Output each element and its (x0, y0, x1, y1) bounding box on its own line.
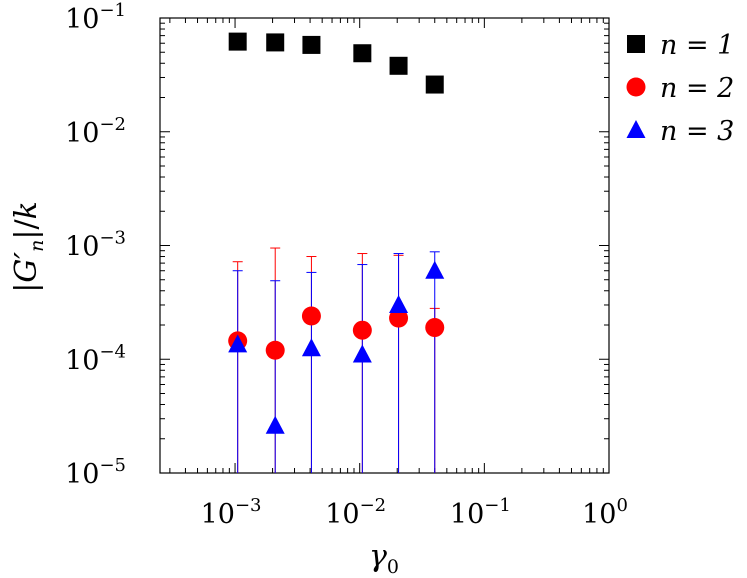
data-point-series-1 (425, 75, 444, 94)
data-point-series-3 (265, 415, 285, 434)
data-point-series-3 (389, 294, 409, 313)
data-point-series-1 (266, 33, 285, 52)
data-point-series-2 (265, 340, 285, 360)
x-tick-label: 10−1 (450, 495, 511, 530)
legend-marker-1 (627, 35, 645, 53)
data-point-series-2 (352, 320, 372, 340)
plot-frame (159, 17, 610, 474)
data-point-series-2 (389, 308, 409, 328)
data-point-series-2 (425, 318, 445, 338)
data-point-series-3 (352, 344, 372, 363)
legend-label-1: n = 1 (660, 30, 734, 61)
y-tick-labels: 10−5 10−4 10−3 10−2 10−1 (65, 0, 126, 490)
y-tick-label: 10−4 (65, 341, 126, 376)
legend: n = 1 n = 2 n = 3 (626, 30, 734, 147)
x-axis-label: γ0 (369, 539, 399, 578)
data-point-series-2 (301, 306, 321, 326)
legend-marker-2 (626, 77, 646, 97)
legend-marker-3 (626, 120, 646, 138)
y-tick-label: 10−1 (65, 0, 126, 35)
y-axis-label: |G′n|/k (9, 201, 48, 293)
axis-ticks (160, 17, 610, 474)
data-point-series-3 (301, 338, 321, 357)
error-bars (232, 247, 440, 473)
data-point-series-1 (389, 56, 408, 75)
y-tick-label: 10−3 (65, 228, 126, 263)
x-tick-label: 10−2 (325, 495, 386, 530)
y-tick-label: 10−2 (65, 114, 126, 149)
data-point-series-1 (228, 32, 247, 51)
data-point-series-1 (353, 44, 372, 63)
x-tick-label: 10−3 (201, 495, 262, 530)
x-tick-labels: 10−3 10−2 10−1 100 (201, 495, 628, 530)
legend-label-2: n = 2 (660, 73, 734, 104)
data-point-series-3 (228, 334, 248, 353)
x-tick-label: 100 (582, 495, 628, 530)
y-tick-label: 10−5 (65, 455, 126, 490)
data-markers (228, 32, 445, 434)
data-point-series-3 (425, 260, 445, 279)
data-point-series-1 (302, 35, 321, 54)
legend-label-3: n = 3 (660, 116, 734, 147)
